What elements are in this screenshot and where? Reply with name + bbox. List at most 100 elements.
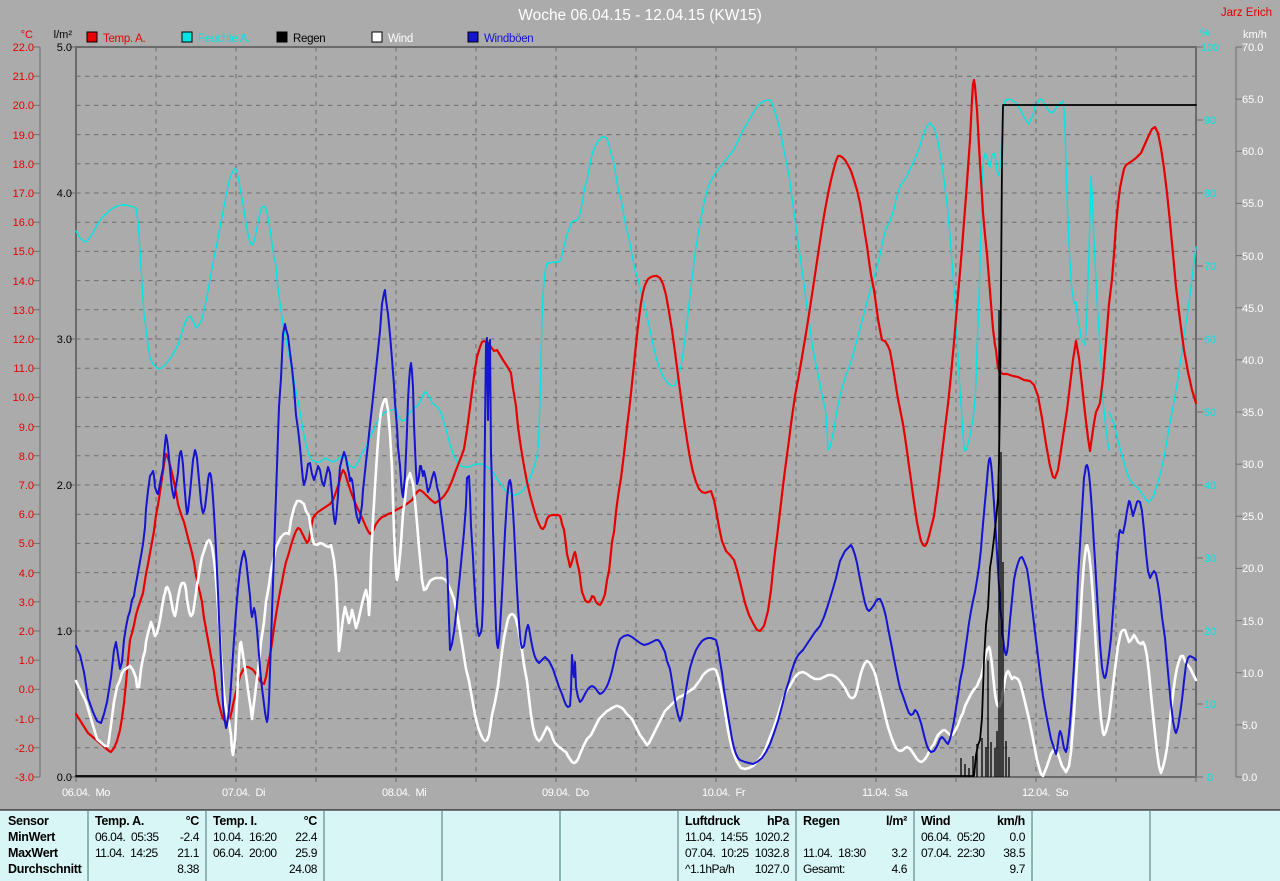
svg-text:-2.0: -2.0 bbox=[15, 743, 34, 755]
svg-text:Sensor: Sensor bbox=[8, 814, 49, 828]
svg-text:07.04. Di: 07.04. Di bbox=[222, 787, 265, 799]
svg-text:4.0: 4.0 bbox=[19, 568, 34, 580]
svg-text:06.04. 05:20: 06.04. 05:20 bbox=[921, 830, 985, 844]
svg-text:8.38: 8.38 bbox=[177, 862, 199, 876]
svg-text:3.0: 3.0 bbox=[19, 597, 34, 609]
svg-text:4.6: 4.6 bbox=[892, 862, 908, 876]
svg-text:0.0: 0.0 bbox=[1010, 830, 1026, 844]
svg-text:09.04. Do: 09.04. Do bbox=[542, 787, 589, 799]
svg-text:90: 90 bbox=[1204, 115, 1216, 127]
svg-text:Temp. I.: Temp. I. bbox=[213, 814, 257, 828]
svg-text:24.08: 24.08 bbox=[289, 862, 318, 876]
svg-text:17.0: 17.0 bbox=[13, 188, 34, 200]
svg-text:1032.8: 1032.8 bbox=[755, 846, 790, 860]
svg-text:Temp. A.: Temp. A. bbox=[103, 33, 145, 45]
svg-text:10.04. 16:20: 10.04. 16:20 bbox=[213, 830, 277, 844]
svg-text:50.0: 50.0 bbox=[1242, 251, 1263, 263]
svg-text:22.0: 22.0 bbox=[13, 42, 34, 54]
svg-text:Durchschnitt: Durchschnitt bbox=[8, 862, 83, 876]
svg-text:3.0: 3.0 bbox=[57, 334, 72, 346]
svg-text:Feuchte A.: Feuchte A. bbox=[198, 33, 250, 45]
svg-text:-2.4: -2.4 bbox=[180, 830, 200, 844]
svg-text:06.04. Mo: 06.04. Mo bbox=[62, 787, 110, 799]
svg-text:Wind: Wind bbox=[388, 33, 413, 45]
svg-text:°C: °C bbox=[21, 29, 33, 41]
svg-text:MinWert: MinWert bbox=[8, 830, 56, 844]
svg-text:20.0: 20.0 bbox=[1242, 563, 1263, 575]
svg-text:19.0: 19.0 bbox=[13, 130, 34, 142]
svg-text:13.0: 13.0 bbox=[13, 305, 34, 317]
svg-text:10: 10 bbox=[1204, 699, 1216, 711]
svg-text:30: 30 bbox=[1204, 553, 1216, 565]
svg-text:07.04. 10:25: 07.04. 10:25 bbox=[685, 846, 749, 860]
svg-text:^1.1hPa/h: ^1.1hPa/h bbox=[685, 862, 734, 876]
svg-text:06.04. 20:00: 06.04. 20:00 bbox=[213, 846, 277, 860]
svg-text:8.0: 8.0 bbox=[19, 451, 34, 463]
svg-text:12.04. So: 12.04. So bbox=[1022, 787, 1068, 799]
svg-text:°C: °C bbox=[304, 814, 318, 828]
svg-text:2.0: 2.0 bbox=[57, 480, 72, 492]
svg-text:-1.0: -1.0 bbox=[15, 714, 34, 726]
svg-text:35.0: 35.0 bbox=[1242, 407, 1263, 419]
svg-text:Luftdruck: Luftdruck bbox=[685, 814, 740, 828]
svg-text:5.0: 5.0 bbox=[1242, 720, 1257, 732]
svg-text:22.4: 22.4 bbox=[295, 830, 317, 844]
svg-text:14.0: 14.0 bbox=[13, 276, 34, 288]
svg-text:%: % bbox=[1200, 27, 1210, 39]
svg-text:80: 80 bbox=[1204, 188, 1216, 200]
svg-text:Temp. A.: Temp. A. bbox=[95, 814, 144, 828]
svg-text:11.04. 14:55: 11.04. 14:55 bbox=[685, 830, 748, 844]
svg-text:6.0: 6.0 bbox=[19, 509, 34, 521]
svg-text:0: 0 bbox=[1207, 772, 1213, 784]
svg-text:10.04. Fr: 10.04. Fr bbox=[702, 787, 746, 799]
svg-text:45.0: 45.0 bbox=[1242, 303, 1263, 315]
svg-text:100: 100 bbox=[1201, 42, 1219, 54]
svg-text:20: 20 bbox=[1204, 626, 1216, 638]
svg-text:15.0: 15.0 bbox=[1242, 616, 1263, 628]
svg-text:Woche 06.04.15 - 12.04.15 (KW1: Woche 06.04.15 - 12.04.15 (KW15) bbox=[518, 7, 762, 24]
svg-text:12.0: 12.0 bbox=[13, 334, 34, 346]
svg-text:50: 50 bbox=[1204, 407, 1216, 419]
svg-text:16.0: 16.0 bbox=[13, 217, 34, 229]
svg-text:l/m²: l/m² bbox=[54, 29, 73, 41]
svg-text:0.0: 0.0 bbox=[1242, 772, 1257, 784]
svg-text:40: 40 bbox=[1204, 480, 1216, 492]
svg-text:11.04. 18:30: 11.04. 18:30 bbox=[803, 846, 866, 860]
svg-text:Gesamt:: Gesamt: bbox=[803, 862, 845, 876]
svg-text:25.0: 25.0 bbox=[1242, 511, 1263, 523]
svg-text:06.04. 05:35: 06.04. 05:35 bbox=[95, 830, 159, 844]
svg-text:Wind: Wind bbox=[921, 814, 950, 828]
svg-text:3.2: 3.2 bbox=[892, 846, 908, 860]
svg-text:1020.2: 1020.2 bbox=[755, 830, 790, 844]
svg-text:2.0: 2.0 bbox=[19, 626, 34, 638]
svg-text:70: 70 bbox=[1204, 261, 1216, 273]
svg-text:65.0: 65.0 bbox=[1242, 94, 1263, 106]
svg-text:70.0: 70.0 bbox=[1242, 42, 1263, 54]
svg-text:9.7: 9.7 bbox=[1010, 862, 1026, 876]
svg-text:l/m²: l/m² bbox=[886, 814, 907, 828]
svg-text:Jarz Erich: Jarz Erich bbox=[1221, 7, 1272, 19]
svg-text:1.0: 1.0 bbox=[57, 626, 72, 638]
svg-text:40.0: 40.0 bbox=[1242, 355, 1263, 367]
svg-text:Regen: Regen bbox=[803, 814, 840, 828]
svg-text:°C: °C bbox=[186, 814, 200, 828]
svg-text:5.0: 5.0 bbox=[57, 42, 72, 54]
svg-text:4.0: 4.0 bbox=[57, 188, 72, 200]
svg-text:1.0: 1.0 bbox=[19, 655, 34, 667]
svg-text:11.0: 11.0 bbox=[13, 363, 34, 375]
svg-text:08.04. Mi: 08.04. Mi bbox=[382, 787, 426, 799]
svg-text:7.0: 7.0 bbox=[19, 480, 34, 492]
svg-text:-3.0: -3.0 bbox=[15, 772, 34, 784]
svg-text:0.0: 0.0 bbox=[57, 772, 72, 784]
svg-text:60: 60 bbox=[1204, 334, 1216, 346]
svg-text:0.0: 0.0 bbox=[19, 684, 34, 696]
svg-text:Regen: Regen bbox=[293, 33, 325, 45]
svg-text:Windböen: Windböen bbox=[484, 33, 533, 45]
svg-text:20.0: 20.0 bbox=[13, 100, 34, 112]
svg-text:11.04. Sa: 11.04. Sa bbox=[862, 787, 909, 799]
svg-text:10.0: 10.0 bbox=[13, 392, 34, 404]
svg-text:21.1: 21.1 bbox=[177, 846, 199, 860]
svg-text:21.0: 21.0 bbox=[13, 71, 34, 83]
svg-text:km/h: km/h bbox=[1243, 29, 1267, 41]
svg-text:38.5: 38.5 bbox=[1003, 846, 1025, 860]
